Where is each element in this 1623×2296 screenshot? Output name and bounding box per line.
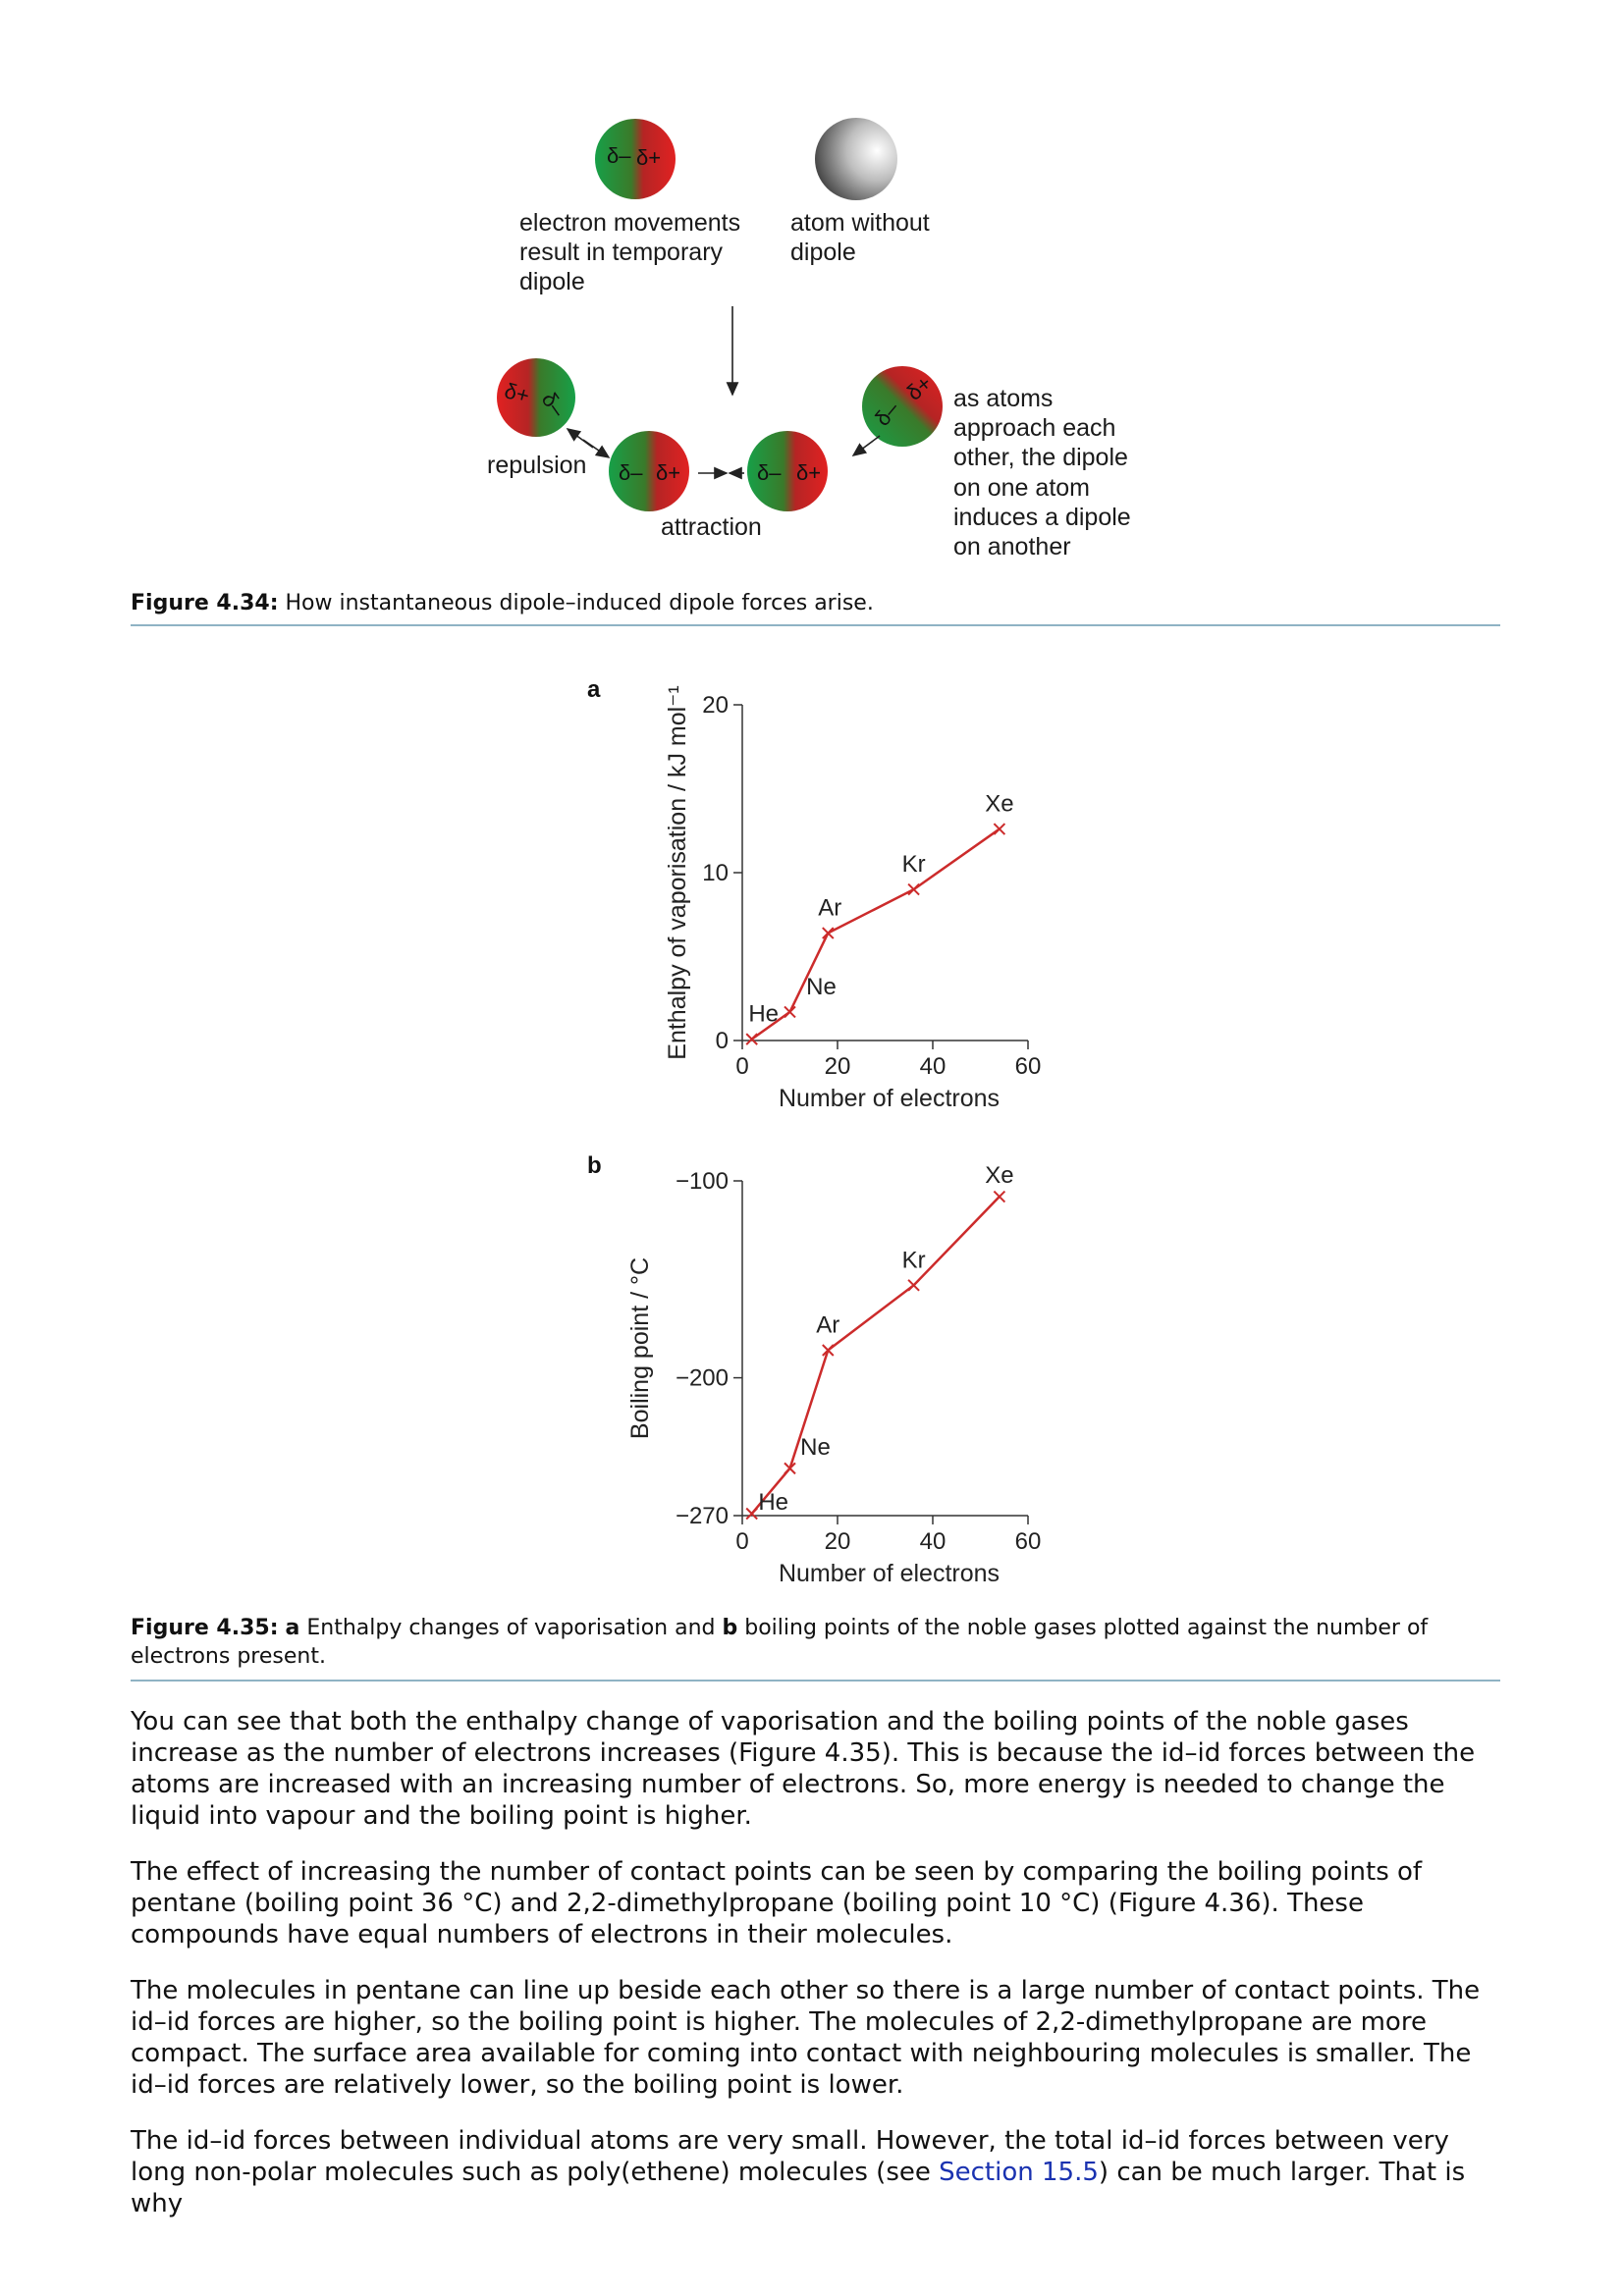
approach-arrow <box>851 435 881 456</box>
induce-label-5: induces a dipole <box>953 504 1131 531</box>
paragraph-4: The id–id forces between individual atom… <box>131 2125 1505 2219</box>
y-tick-label: −270 <box>676 1503 729 1529</box>
data-point-he <box>745 1507 758 1521</box>
data-point-xe <box>993 823 1006 835</box>
atom-without-dipole <box>815 118 897 200</box>
caption-divider <box>131 624 1500 626</box>
x-tick-label: 20 <box>825 1053 851 1080</box>
induce-label-2: approach each <box>953 414 1116 442</box>
point-label-xe: Xe <box>985 1162 1013 1189</box>
induce-label-6: on another <box>953 533 1071 561</box>
delta-plus-label: δ+ <box>656 460 680 485</box>
caption-text-end: boiling points of the noble gases plotte… <box>131 1616 1429 1669</box>
repulsion-label: repulsion <box>487 452 587 479</box>
panel-b-label: b <box>587 1152 602 1179</box>
caption-panel-a: a <box>285 1616 300 1640</box>
point-label-he: He <box>748 1001 779 1028</box>
panel-a-label: a <box>587 676 601 703</box>
temporary-dipole-label-3: dipole <box>519 268 585 295</box>
induce-label-4: on one atom <box>953 474 1090 502</box>
point-label-ar: Ar <box>816 1312 839 1339</box>
x-tick-label: 60 <box>1015 1053 1042 1080</box>
induce-label-3: other, the dipole <box>953 444 1128 471</box>
delta-minus-label: δ– <box>757 460 782 485</box>
y-tick-label: 0 <box>716 1028 729 1054</box>
induced-dipole-atom: δ– δ+ <box>747 431 828 511</box>
x-tick-label: 0 <box>735 1528 748 1555</box>
data-point-kr <box>907 882 920 896</box>
data-point-ne <box>784 1462 796 1475</box>
delta-minus-label: δ– <box>619 460 643 485</box>
x-axis-label: Number of electrons <box>779 1085 1000 1112</box>
temporary-dipole-atom: δ– δ+ <box>595 119 676 199</box>
temporary-dipole-label-2: result in temporary <box>519 239 724 266</box>
caption-label: Figure 4.35: <box>131 1616 279 1640</box>
induce-label-1: as atoms <box>953 385 1054 412</box>
y-tick-label: 10 <box>702 860 729 886</box>
delta-plus-label: δ+ <box>636 145 661 170</box>
data-point-he <box>745 1033 758 1045</box>
point-label-kr: Kr <box>902 851 926 878</box>
delta-plus-label: δ+ <box>796 460 821 485</box>
caption-divider <box>131 1680 1500 1682</box>
caption-text: How instantaneous dipole–induced dipole … <box>278 591 874 615</box>
paragraph-2: The effect of increasing the number of c… <box>131 1857 1423 1949</box>
paragraph-1: You can see that both the enthalpy chang… <box>131 1707 1476 1831</box>
section-15-5-link[interactable]: Section 15.5 <box>939 2158 1099 2187</box>
paragraph-4-start: The id–id forces between individual atom… <box>131 2126 1449 2187</box>
point-label-ne: Ne <box>806 974 837 1000</box>
figure-4-34-caption: Figure 4.34: How instantaneous dipole–in… <box>131 589 1500 617</box>
attraction-label: attraction <box>661 513 762 541</box>
figure-4-35-caption: Figure 4.35: a Enthalpy changes of vapor… <box>131 1614 1500 1671</box>
data-point-xe <box>993 1190 1006 1203</box>
x-tick-label: 60 <box>1015 1528 1042 1555</box>
data-point-ar <box>822 1344 835 1357</box>
data-point-ar <box>822 927 835 939</box>
x-tick-label: 40 <box>920 1053 947 1080</box>
point-label-xe: Xe <box>985 791 1013 818</box>
repulsion-arrow <box>582 439 611 458</box>
x-tick-label: 40 <box>920 1528 947 1555</box>
caption-panel-b: b <box>722 1616 738 1640</box>
repelled-atom: δ+ δ– <box>497 358 575 437</box>
caption-text-mid: Enthalpy changes of vaporisation and <box>299 1616 723 1640</box>
paragraph-4-end: ) can be much larger. That is why <box>131 2158 1466 2218</box>
point-label-ar: Ar <box>818 895 841 922</box>
dipole-atom-left: δ– δ+ <box>609 431 689 511</box>
y-axis-label: Boiling point / °C <box>626 1257 654 1439</box>
y-axis-label: Enthalpy of vaporisation / kJ mol⁻¹ <box>664 685 691 1059</box>
data-point-ne <box>784 1005 796 1019</box>
x-tick-label: 20 <box>825 1528 851 1555</box>
series-line <box>750 828 1001 1041</box>
y-tick-label: −100 <box>676 1168 729 1195</box>
dipole-diagram: δ– δ+ δ+ δ– δ– δ+ δ– δ+ δ– δ+ <box>497 118 943 511</box>
x-axis-label: Number of electrons <box>779 1560 1000 1587</box>
chart-a: 0 20 40 60 0 10 20 Number of electrons Enthalpy … <box>664 685 1041 1112</box>
y-tick-label: −200 <box>676 1365 729 1392</box>
no-dipole-label-1: atom without <box>790 209 930 237</box>
point-label-he: He <box>758 1489 788 1516</box>
y-tick-label: 20 <box>702 692 729 719</box>
noble-gas-charts: a b 0 20 40 60 0 10 20 Number of electrons Entha… <box>587 676 1041 1587</box>
no-dipole-label-2: dipole <box>790 239 856 266</box>
paragraph-3: The molecules in pentane can line up bes… <box>131 1976 1481 2100</box>
chart-b: 0 20 40 60 −100 −200 −270 Number of electrons Bo… <box>626 1162 1041 1587</box>
x-tick-label: 0 <box>735 1053 748 1080</box>
approaching-atom: δ– δ+ <box>862 366 943 447</box>
data-point-kr <box>907 1279 920 1292</box>
delta-minus-label: δ– <box>607 143 631 168</box>
point-label-kr: Kr <box>902 1247 926 1273</box>
point-label-ne: Ne <box>800 1434 831 1461</box>
temporary-dipole-label-1: electron movements <box>519 209 741 237</box>
caption-label: Figure 4.34: <box>131 591 279 615</box>
